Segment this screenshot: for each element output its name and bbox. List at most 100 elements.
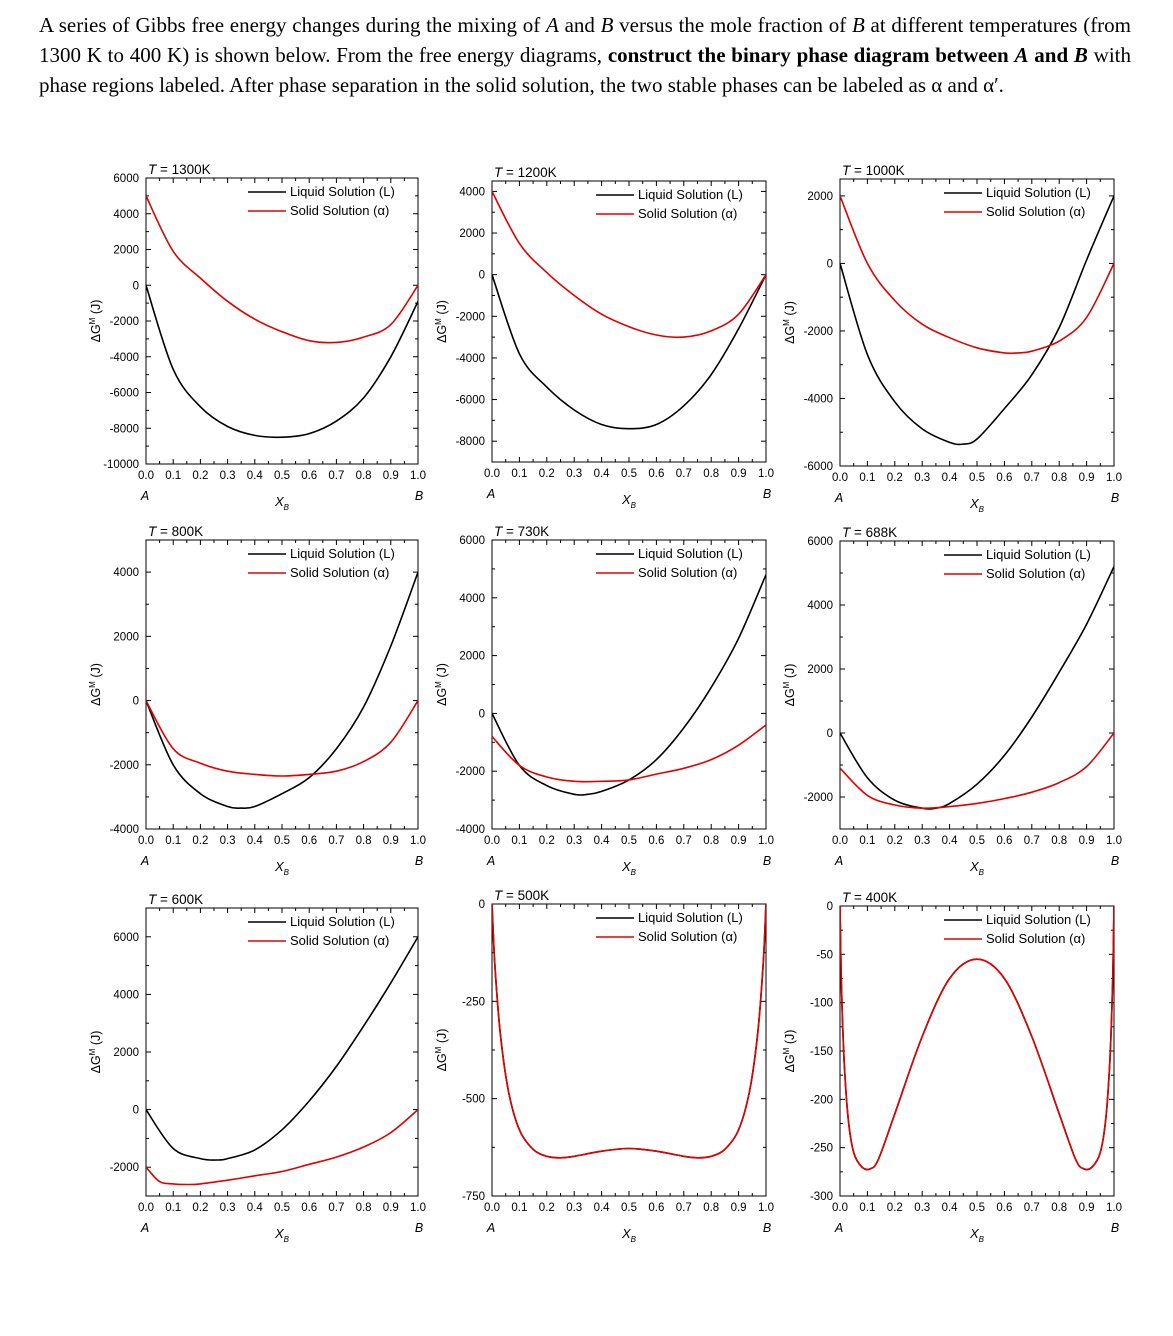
series-line-liquid	[146, 936, 418, 1161]
y-tick-label: 0	[827, 728, 833, 740]
x-tick-label: 0.8	[1051, 1202, 1067, 1214]
series-line-solid	[840, 195, 1114, 355]
y-tick-label: 4000	[459, 593, 485, 605]
x-tick-label: 0.0	[138, 1202, 154, 1214]
x-tick-label: 0.6	[648, 468, 664, 480]
x-tick-label: 0.7	[328, 835, 344, 847]
x-tick-label: 0.3	[914, 1202, 930, 1214]
y-tick-label: -6000	[456, 395, 485, 407]
y-tick-label: -2000	[110, 1162, 139, 1174]
x-tick-label: 0.9	[731, 468, 747, 480]
y-tick-label: -2000	[110, 316, 139, 328]
x-tick-label: 0.8	[703, 1202, 719, 1214]
axis-end-label-a: A	[834, 854, 843, 868]
chart-panel-688k: 0.0 0.1 0.2 0.3 0.4 0.5 0.6 0.7 0.8 0.9 1.0 6000 400…	[782, 525, 1122, 877]
x-tick-label: 1.0	[1106, 472, 1122, 484]
y-tick-label: -150	[810, 1046, 833, 1058]
axis-end-label-b: B	[763, 854, 771, 868]
legend-label-liquid: Liquid Solution (L)	[638, 187, 743, 202]
y-tick-label: -2000	[456, 311, 485, 323]
x-tick-label: 0.5	[969, 472, 985, 484]
x-tick-label: 1.0	[758, 835, 774, 847]
y-axis-label: ΔGM (J)	[88, 300, 103, 343]
chart-panel-800k: 0.0 0.1 0.2 0.3 0.4 0.5 0.6 0.7 0.8 0.9 1.0 4000 200…	[88, 524, 426, 877]
x-axis-label: XB	[621, 492, 637, 510]
chart-title: T = 400K	[842, 890, 897, 905]
chart-panel-1200k: 0.0 0.1 0.2 0.3 0.4 0.5 0.6 0.7 0.8 0.9 1.0 4000 200…	[434, 165, 774, 510]
legend-label-solid: Solid Solution (α)	[290, 203, 389, 218]
axis-end-label-a: A	[834, 491, 843, 505]
legend-label-solid: Solid Solution (α)	[290, 565, 389, 580]
y-tick-label: 4000	[113, 209, 139, 221]
y-tick-label: 4000	[459, 186, 485, 198]
y-tick-label: 0	[479, 708, 485, 720]
y-axis-label: ΔGM (J)	[782, 1030, 797, 1073]
y-axis-label: ΔGM (J)	[88, 1031, 103, 1074]
series-line-liquid	[146, 285, 418, 439]
x-tick-label: 0.6	[996, 1202, 1012, 1214]
x-axis-label: XB	[969, 1226, 985, 1244]
y-tick-label: 2000	[459, 228, 485, 240]
x-tick-label: 0.8	[1051, 835, 1067, 847]
x-tick-label: 0.7	[328, 470, 344, 482]
x-tick-label: 0.4	[942, 472, 959, 484]
x-tick-label: 0.1	[859, 472, 875, 484]
x-tick-label: 0.9	[383, 1202, 399, 1214]
legend-label-solid: Solid Solution (α)	[638, 929, 737, 944]
legend-label-liquid: Liquid Solution (L)	[638, 546, 743, 561]
x-tick-label: 0.9	[731, 835, 747, 847]
y-tick-label: 4000	[113, 989, 139, 1001]
x-tick-label: 0.2	[192, 1202, 208, 1214]
series-line-liquid	[840, 195, 1114, 446]
x-tick-label: 0.6	[301, 1202, 317, 1214]
y-tick-label: 2000	[807, 191, 833, 203]
series-line-solid	[146, 700, 418, 777]
series-line-solid	[492, 904, 766, 1159]
axis-end-label-b: B	[415, 1221, 423, 1235]
x-tick-label: 0.5	[969, 835, 985, 847]
x-axis-label: XB	[274, 494, 290, 512]
x-tick-label: 0.8	[356, 470, 372, 482]
x-tick-label: 0.3	[566, 1202, 582, 1214]
y-axis-label: ΔGM (J)	[782, 664, 797, 707]
x-tick-label: 0.1	[859, 835, 875, 847]
chart-title: T = 730K	[494, 524, 549, 539]
x-tick-label: 0.4	[942, 835, 959, 847]
y-tick-label: 0	[133, 696, 139, 708]
x-tick-label: 0.9	[1079, 472, 1095, 484]
y-tick-label: 4000	[113, 567, 139, 579]
y-tick-label: -4000	[804, 393, 833, 405]
x-tick-label: 1.0	[758, 1202, 774, 1214]
x-tick-label: 0.1	[511, 468, 527, 480]
y-tick-label: -50	[816, 949, 833, 961]
x-tick-label: 0.3	[566, 468, 582, 480]
y-axis-label: ΔGM (J)	[434, 1029, 449, 1072]
x-tick-label: 0.7	[676, 835, 692, 847]
x-axis-label: XB	[621, 859, 637, 877]
y-tick-label: 6000	[113, 173, 139, 185]
series-line-solid	[146, 1108, 418, 1186]
legend-label-solid: Solid Solution (α)	[290, 933, 389, 948]
legend-label-liquid: Liquid Solution (L)	[290, 546, 395, 561]
y-axis-label: ΔGM (J)	[434, 300, 449, 343]
legend-label-liquid: Liquid Solution (L)	[638, 910, 743, 925]
series-line-solid	[840, 906, 1114, 1171]
x-tick-label: 0.4	[247, 1202, 264, 1214]
y-tick-label: -2000	[804, 326, 833, 338]
x-tick-label: 0.1	[511, 1202, 527, 1214]
x-tick-label: 0.2	[539, 1202, 555, 1214]
x-tick-label: 0.3	[220, 835, 236, 847]
x-tick-label: 0.6	[301, 470, 317, 482]
x-tick-label: 1.0	[1106, 1202, 1122, 1214]
x-tick-label: 0.7	[1024, 1202, 1040, 1214]
plot-frame	[839, 178, 1115, 467]
x-tick-label: 0.3	[914, 835, 930, 847]
x-tick-label: 0.8	[703, 835, 719, 847]
y-tick-label: 2000	[459, 651, 485, 663]
axis-end-label-b: B	[763, 1221, 771, 1235]
x-tick-label: 0.5	[621, 1202, 637, 1214]
y-tick-label: 0	[133, 1105, 139, 1117]
axis-end-label-b: B	[415, 854, 423, 868]
plot-frame	[491, 903, 767, 1197]
y-tick-label: -200	[810, 1094, 833, 1106]
